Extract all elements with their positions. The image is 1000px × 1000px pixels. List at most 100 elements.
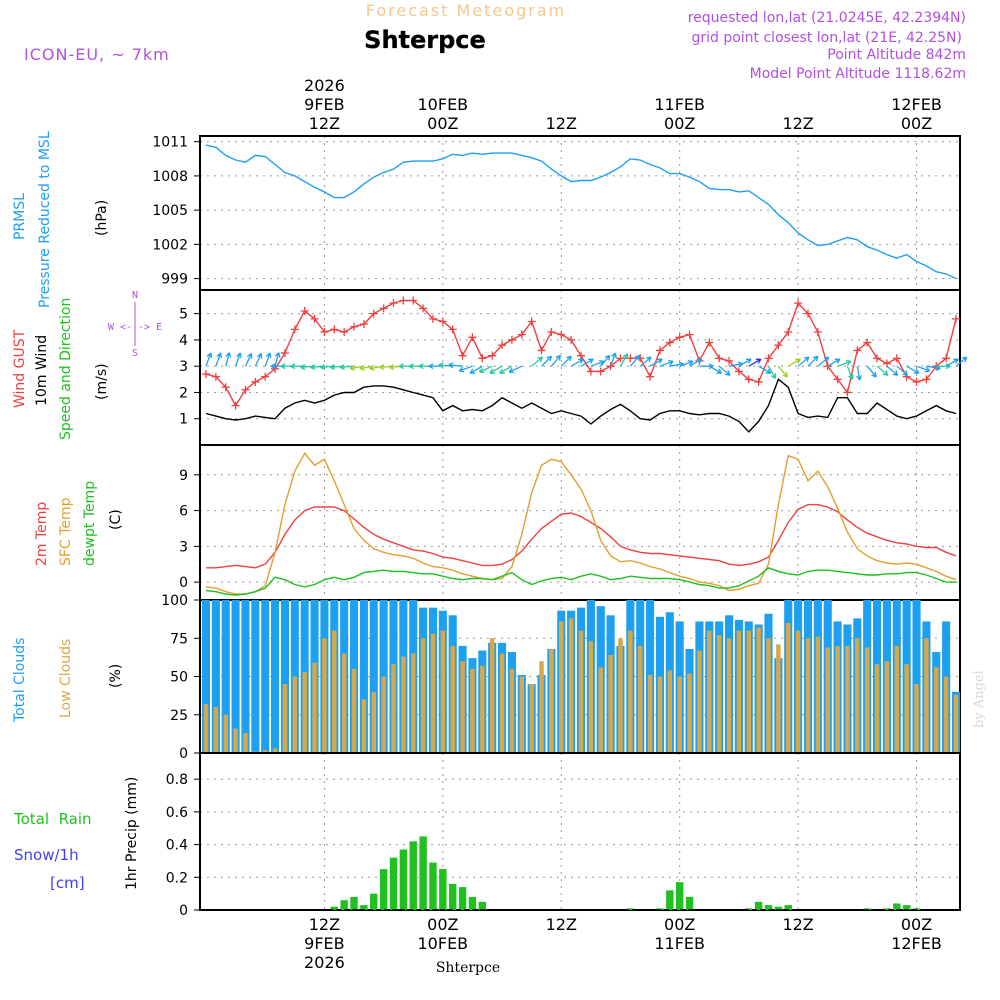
wind-direction-arrow [274,352,280,367]
wind-gust-point [774,341,783,350]
low-clouds-bar [667,670,673,753]
low-clouds-bar [618,638,623,753]
wind-direction-arrow [499,365,513,374]
snow-label: Snow/1h [14,846,79,864]
bottom-axis-tick-label: 12Z [782,915,813,934]
clouds-ytick-label: 25 [170,708,188,724]
low-clouds-bar [716,635,722,753]
low-clouds-bar [815,636,821,753]
wind-direction-arrow [896,365,908,376]
wind-gust-point [952,314,960,323]
bottom-axis-tick-label: 2026 [304,953,345,972]
low-clouds-bar [726,638,732,753]
wind-arrow-head [578,358,584,364]
wind-arrow-head [408,363,414,370]
requested-coords: requested lon,lat (21.0245E, 42.2394N) [688,10,966,26]
wind-arrow-head [256,352,263,359]
rain-bar [468,896,477,910]
low-clouds-bar [233,728,238,753]
wind-direction-arrow [926,365,941,370]
wind-gust-point [833,375,842,384]
wind-direction-arrow [807,355,819,367]
grid-point-coords: grid point closest lon,lat (21E, 42.25N) [691,30,962,46]
wind-direction-arrow [728,363,743,367]
wind-direction-arrow [708,365,722,374]
wind-direction-arrow [560,355,572,367]
wind-direction-arrow [945,358,959,367]
total-clouds-bar [369,600,378,753]
wind-arrow-head [856,375,862,381]
wind-arrow-head [782,371,789,378]
wind-gust-point [537,346,546,355]
rain-bar [675,882,684,910]
wind-direction-arrow [340,365,355,369]
low-clouds-bar [825,647,830,753]
wind-arrow-head [236,352,242,359]
low-clouds-bar [707,630,712,753]
precip-ytick-label: 0.8 [166,772,188,788]
wind-direction-arrow [639,356,652,367]
wind-arrow-head [349,364,356,371]
wind-arrow-head [398,363,404,370]
pressure-ytick-label: 1008 [152,169,188,185]
total-clouds-bar [280,600,289,753]
low-clouds-bar [480,665,485,753]
wind-arrow-head [246,352,253,359]
wind-gust-point [705,338,714,347]
wind-arrow-head [265,352,272,359]
wind-arrow-head [696,358,703,364]
low-clouds-bar [401,656,406,753]
low-clouds-bar [598,667,603,753]
low-clouds-bar [628,630,633,753]
wind-arrow-head [588,358,594,364]
precip-ytick-label: 0.4 [166,838,188,854]
low-clouds-bar [934,667,939,753]
station-title: Shterpce [364,26,486,54]
rain-bar [429,862,437,910]
wind-direction-arrow [234,352,242,367]
wind-gust-point [310,314,319,323]
low-clouds-label: Low Clouds [58,639,74,718]
low-clouds-bar [420,638,426,753]
low-clouds-bar [262,749,268,753]
wind-direction-arrow [541,355,552,367]
pressure-label-full: Pressure Reduced to MSL [37,131,53,308]
wind-gust-point [350,322,359,331]
wind-gust-point [409,296,418,305]
wind-arrow-head [892,370,899,376]
wind-gust-point [428,314,437,323]
low-clouds-bar [894,645,900,753]
wind-gust-point [300,307,309,316]
wind-direction-arrow [748,358,762,367]
wind-arrow-head [746,358,752,364]
wind-gust-point [596,367,605,376]
total-clouds-bar [251,600,260,753]
wind-arrow-head [795,358,801,364]
low-clouds-bar [489,638,495,753]
bottom-axis-tick-label: 11FEB [654,934,705,953]
total-clouds-bar [231,600,240,753]
wind-gust-point [419,304,428,313]
total-clouds-bar [241,600,250,753]
low-clouds-bar [450,645,455,753]
precip-ytick-label: 0.6 [166,805,188,821]
wind-gust-point [458,351,467,360]
low-clouds-bar [805,638,811,753]
low-clouds-bar [411,653,416,753]
low-clouds-bar [578,630,584,753]
wind-arrow-head [537,356,543,363]
low-clouds-bar [904,664,909,753]
wind-gust-point [231,401,240,410]
low-clouds-bar [460,661,465,753]
wind-gust-point [330,325,339,334]
rain-bar [754,901,763,910]
wind-direction-arrow [469,365,483,374]
wind-arrow-head [489,368,495,374]
wind-gust-point [655,346,664,355]
wind-arrow-head [499,368,505,374]
wind-gust-point [399,296,408,305]
wind-direction-arrow [489,365,503,374]
wind-direction-arrow [718,365,731,376]
wind-gust-point [577,351,585,360]
wind-arrow-head [611,352,617,359]
